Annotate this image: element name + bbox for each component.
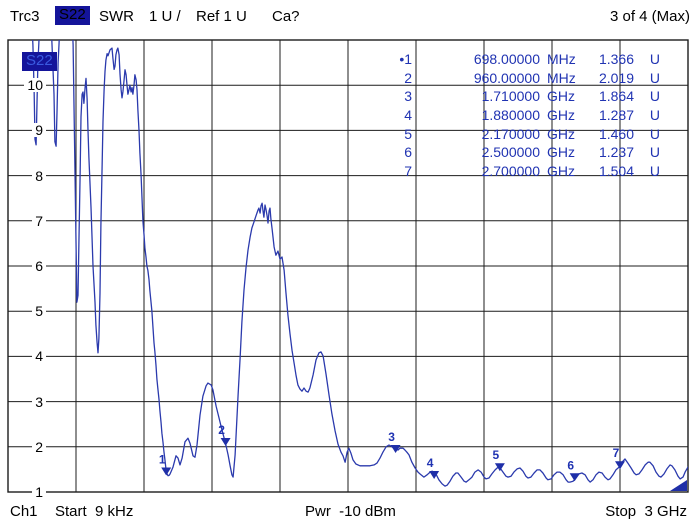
marker-frequency-unit: GHz xyxy=(547,88,575,105)
marker-frequency: 1.710000 xyxy=(481,88,540,105)
marker-frequency: 2.500000 xyxy=(481,144,540,161)
marker-value-unit: U xyxy=(649,107,660,124)
marker-4-label: 4 xyxy=(427,456,434,470)
marker-4-symbol[interactable] xyxy=(429,471,440,480)
marker-7-label: 7 xyxy=(613,446,620,460)
marker-frequency-unit: GHz xyxy=(547,125,575,142)
marker-frequency: 2.700000 xyxy=(481,163,540,180)
marker-3-symbol[interactable] xyxy=(390,444,401,453)
marker-value: 1.864 xyxy=(598,88,634,105)
marker-row-6[interactable]: 6 2.500000 GHz 1.237 U xyxy=(382,143,682,162)
marker-frequency: 2.170000 xyxy=(481,125,540,142)
y-axis-tick-label: 10 xyxy=(24,78,46,93)
marker-value: 1.237 xyxy=(598,144,634,161)
marker-1-symbol[interactable] xyxy=(161,467,172,476)
marker-2-label: 2 xyxy=(218,423,225,437)
y-axis-tick-label: 1 xyxy=(32,485,46,499)
marker-frequency-unit: GHz xyxy=(547,107,575,124)
marker-value: 1.287 xyxy=(598,107,634,124)
start-frequency[interactable]: Start 9 kHz xyxy=(55,503,134,520)
trace-label-badge[interactable]: S22 xyxy=(22,52,57,71)
marker-value: 1.504 xyxy=(598,163,634,180)
trace-scale[interactable]: 1 U / xyxy=(149,8,181,25)
marker-number: 5 xyxy=(404,125,412,142)
plot-border xyxy=(7,39,689,493)
marker-row-7[interactable]: 7 2.700000 GHz 1.504 U xyxy=(382,162,682,181)
marker-row-3[interactable]: 3 1.710000 GHz 1.864 U xyxy=(382,87,682,106)
trace-format[interactable]: SWR xyxy=(99,8,134,25)
y-axis-tick-label: 7 xyxy=(32,213,46,228)
y-axis-tick-label: 6 xyxy=(32,259,46,273)
marker-row-1[interactable]: •1 698.00000 MHz 1.366 U xyxy=(382,50,682,69)
swr-trace xyxy=(32,40,688,487)
marker-5-symbol[interactable] xyxy=(494,463,505,472)
marker-2-symbol[interactable] xyxy=(220,437,231,446)
marker-6-symbol[interactable] xyxy=(569,473,580,482)
marker-value: 1.366 xyxy=(598,51,634,67)
marker-number: 2 xyxy=(404,69,412,86)
y-axis-tick-label: 9 xyxy=(32,123,46,138)
marker-row-4[interactable]: 4 1.880000 GHz 1.287 U xyxy=(382,106,682,125)
marker-frequency: 1.880000 xyxy=(481,107,540,124)
y-axis-tick-label: 4 xyxy=(32,349,46,364)
marker-frequency: 960.00000 xyxy=(473,69,540,86)
y-axis-tick-label: 8 xyxy=(32,168,46,183)
trace-name[interactable]: Trc3 xyxy=(10,8,40,25)
marker-table: •1 698.00000 MHz 1.366 U 2 960.00000 MHz 2.019 U 3… xyxy=(382,50,682,181)
marker-value-unit: U xyxy=(649,144,660,161)
marker-value-unit: U xyxy=(649,88,660,105)
marker-7-symbol[interactable] xyxy=(615,461,625,470)
marker-3-label: 3 xyxy=(388,430,395,444)
marker-frequency: 698.00000 xyxy=(473,51,540,67)
corner-marker-icon xyxy=(670,480,687,491)
marker-value: 2.019 xyxy=(598,69,634,86)
marker-frequency-unit: MHz xyxy=(547,51,576,67)
marker-frequency-unit: GHz xyxy=(547,144,575,161)
marker-6-label: 6 xyxy=(567,458,574,472)
marker-value-unit: U xyxy=(649,125,660,142)
marker-value-unit: U xyxy=(649,163,660,180)
marker-value-unit: U xyxy=(649,51,660,67)
stop-frequency[interactable]: Stop 3 GHz xyxy=(605,503,687,520)
marker-number: 3 xyxy=(404,88,412,105)
sparam-badge[interactable]: S22 xyxy=(55,6,90,25)
y-axis-tick-label: 5 xyxy=(32,304,46,319)
cal-status: Ca? xyxy=(272,8,300,25)
marker-number: 7 xyxy=(404,163,412,180)
marker-number: 6 xyxy=(404,144,412,161)
y-axis-tick-label: 2 xyxy=(32,439,46,454)
marker-value: 1.460 xyxy=(598,125,634,142)
marker-row-5[interactable]: 5 2.170000 GHz 1.460 U xyxy=(382,125,682,144)
marker-number: 4 xyxy=(404,107,412,124)
marker-number: •1 xyxy=(399,51,412,67)
channel-label[interactable]: Ch1 xyxy=(10,503,38,520)
marker-frequency-unit: GHz xyxy=(547,163,575,180)
trace-count: 3 of 4 (Max) xyxy=(609,8,690,25)
marker-value-unit: U xyxy=(649,69,660,86)
y-axis-tick-label: 3 xyxy=(32,394,46,409)
sweep-power[interactable]: Pwr -10 dBm xyxy=(305,503,396,520)
marker-row-2[interactable]: 2 960.00000 MHz 2.019 U xyxy=(382,69,682,88)
trace-ref-level[interactable]: Ref 1 U xyxy=(196,8,247,25)
marker-5-label: 5 xyxy=(493,448,500,462)
marker-frequency-unit: MHz xyxy=(547,69,576,86)
marker-1-label: 1 xyxy=(159,452,166,466)
